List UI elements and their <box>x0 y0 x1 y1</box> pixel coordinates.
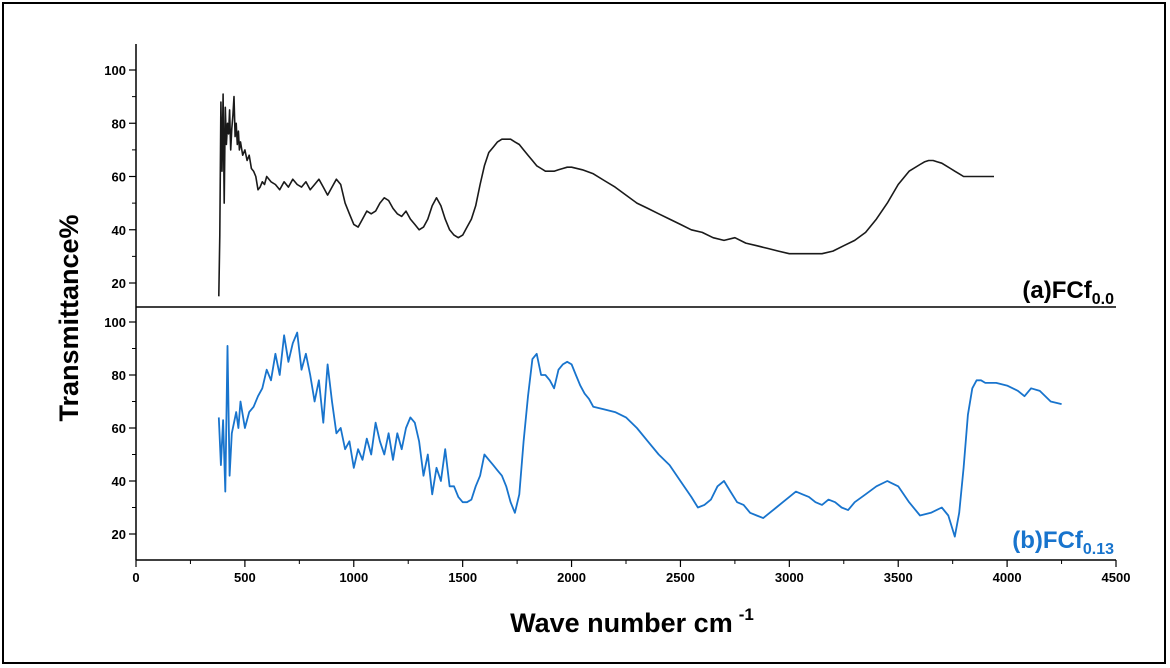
y-tick-label-panel0-100: 100 <box>104 63 126 78</box>
y-tick-label-panel1-100: 100 <box>104 315 126 330</box>
panel-label-1: (b)FCf0.13 <box>1012 527 1114 558</box>
y-tick-label-panel1-60: 60 <box>112 421 126 436</box>
x-tick-label-4000: 4000 <box>993 570 1022 585</box>
series-line-panel0 <box>218 93 994 297</box>
series-line-panel1 <box>217 331 1062 538</box>
y-axis-title: Transmittance% <box>54 214 84 421</box>
x-tick-label-1000: 1000 <box>339 570 368 585</box>
panel-label-0: (a)FCf0.0 <box>1022 277 1114 308</box>
y-tick-label-panel0-60: 60 <box>112 170 126 185</box>
x-axis-title-superscript: -1 <box>739 605 754 624</box>
x-tick-label-3500: 3500 <box>884 570 913 585</box>
panel-label-text-1: (b)FCf <box>1012 527 1084 554</box>
y-tick-label-panel1-80: 80 <box>112 368 126 383</box>
panel-label-subscript-1: 0.13 <box>1083 541 1114 558</box>
panel-label-subscript-0: 0.0 <box>1092 291 1114 308</box>
series-layer <box>217 93 1062 538</box>
x-axis-title-text: Wave number cm <box>510 608 733 638</box>
x-tick-label-2500: 2500 <box>666 570 695 585</box>
y-tick-label-panel0-80: 80 <box>112 116 126 131</box>
x-axis-title: Wave number cm -1 <box>510 605 754 638</box>
axes-layer <box>129 44 1117 567</box>
labels-layer: 0 500 1000 1500 2000 2500 3000 3500 4000 4500 20 40… <box>104 63 1130 585</box>
x-tick-label-1500: 1500 <box>448 570 477 585</box>
x-tick-label-500: 500 <box>234 570 256 585</box>
panel-label-text-0: (a)FCf <box>1022 277 1092 304</box>
y-tick-label-panel0-40: 40 <box>112 223 126 238</box>
y-tick-label-panel1-40: 40 <box>112 474 126 489</box>
y-tick-label-panel0-20: 20 <box>112 276 126 291</box>
y-tick-label-panel1-20: 20 <box>112 527 126 542</box>
x-tick-label-0: 0 <box>132 570 139 585</box>
x-tick-label-2000: 2000 <box>557 570 586 585</box>
x-tick-label-3000: 3000 <box>775 570 804 585</box>
x-tick-label-4500: 4500 <box>1102 570 1131 585</box>
